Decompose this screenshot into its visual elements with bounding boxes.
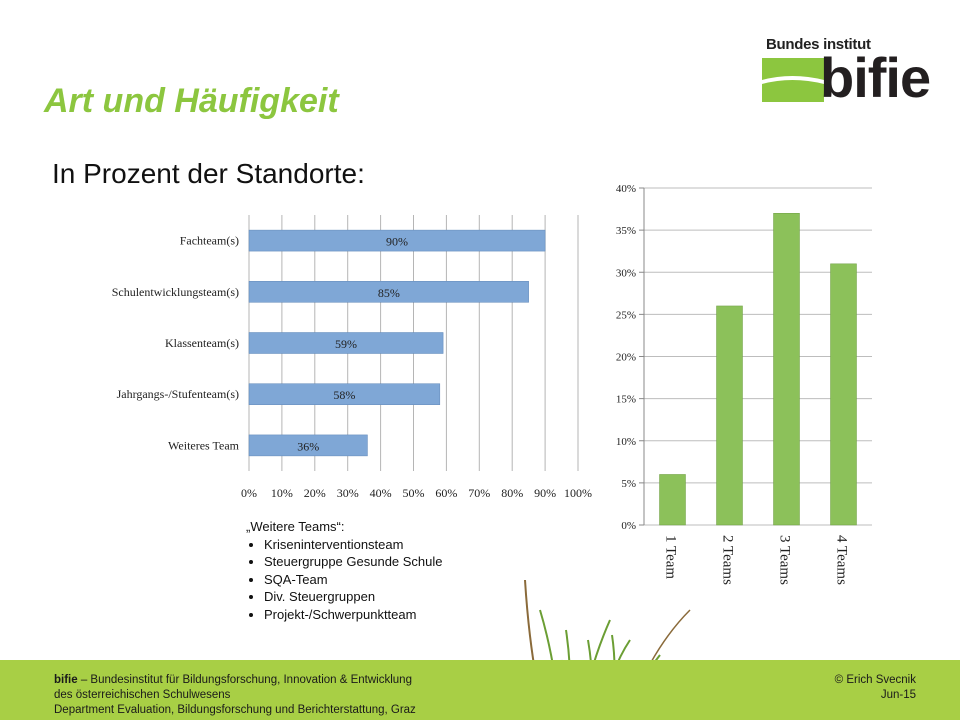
notes-item: Kriseninterventionsteam xyxy=(264,536,443,554)
bifie-logo: Bundes institut bifie xyxy=(762,36,937,114)
footer-line3: Department Evaluation, Bildungsforschung… xyxy=(54,704,416,716)
x-tick-label: 60% xyxy=(435,486,457,500)
footer-author: © Erich Svecnik xyxy=(834,674,916,686)
category-label: 3 Teams xyxy=(777,535,793,585)
y-tick-label: 0% xyxy=(621,520,636,532)
category-label: 4 Teams xyxy=(834,535,850,585)
notes-list: Kriseninterventionsteam Steuergruppe Ges… xyxy=(246,536,443,624)
x-tick-label: 40% xyxy=(370,486,392,500)
category-label: Weiteres Team xyxy=(168,438,240,452)
bar xyxy=(248,281,529,303)
x-tick-label: 10% xyxy=(271,486,293,500)
bar xyxy=(716,305,743,526)
bar xyxy=(248,229,546,252)
y-tick-label: 5% xyxy=(621,478,636,490)
x-tick-label: 0% xyxy=(241,486,257,500)
category-label: Fachteam(s) xyxy=(180,234,239,248)
further-teams-notes: „Weitere Teams“: Kriseninterventionsteam… xyxy=(246,518,443,623)
x-tick-label: 70% xyxy=(468,486,490,500)
footer-credits: © Erich Svecnik Jun-15 xyxy=(835,673,916,703)
footer-line1: – Bundesinstitut für Bildungsforschung, … xyxy=(77,674,412,686)
x-tick-label: 100% xyxy=(564,486,592,500)
bar xyxy=(248,434,368,457)
logo-top-text: Bundes institut xyxy=(766,36,871,53)
notes-item: Steuergruppe Gesunde Schule xyxy=(264,553,443,571)
y-tick-label: 20% xyxy=(616,352,636,364)
data-label: 58% xyxy=(333,388,355,402)
bar xyxy=(248,332,444,354)
x-tick-label: 30% xyxy=(337,486,359,500)
logo-mark-icon xyxy=(762,58,824,102)
bar xyxy=(830,263,857,526)
footer: bifie – Bundesinstitut für Bildungsforsc… xyxy=(0,660,960,720)
subtitle: In Prozent der Standorte: xyxy=(52,158,365,189)
notes-item: Projekt-/Schwerpunktteam xyxy=(264,606,443,624)
footer-brand: bifie xyxy=(54,674,78,686)
team-type-bar-chart: 0% 10% 20% 30% 40% 50% 60% 70% 80% 90% 100% Fachtea… xyxy=(112,215,592,500)
category-label: Schulentwicklungsteam(s) xyxy=(112,285,239,299)
y-tick-label: 40% xyxy=(616,183,636,195)
y-tick-label: 10% xyxy=(616,436,636,448)
x-tick-label: 20% xyxy=(304,486,326,500)
notes-item: SQA-Team xyxy=(264,571,443,589)
x-tick-label: 80% xyxy=(501,486,523,500)
y-tick-label: 15% xyxy=(616,394,636,406)
data-label: 36% xyxy=(297,439,319,453)
x-tick-label: 50% xyxy=(403,486,425,500)
team-count-bar-chart: 0% 5% 10% 15% 20% 25% 30% 35% 40% 1 Team 2 Teams 3 … xyxy=(616,183,872,585)
category-label: Jahrgangs-/Stufenteam(s) xyxy=(117,387,239,401)
slide-title: Art und Häufigkeit xyxy=(44,82,339,120)
bar xyxy=(248,383,441,405)
category-label: Klassenteam(s) xyxy=(165,336,239,350)
x-tick-label: 90% xyxy=(534,486,556,500)
y-tick-label: 25% xyxy=(616,309,636,321)
bar xyxy=(659,474,686,526)
category-label: 1 Team xyxy=(663,535,679,579)
footer-date: Jun-15 xyxy=(880,689,916,701)
bar xyxy=(773,213,800,526)
data-label: 85% xyxy=(378,286,400,300)
category-label: 2 Teams xyxy=(720,535,736,585)
notes-heading: „Weitere Teams“: xyxy=(246,519,345,534)
y-tick-label: 35% xyxy=(616,225,636,237)
y-tick-label: 30% xyxy=(616,267,636,279)
footer-institute: bifie – Bundesinstitut für Bildungsforsc… xyxy=(54,673,416,718)
data-label: 90% xyxy=(386,235,408,249)
data-label: 59% xyxy=(335,337,357,351)
footer-line2: des österreichischen Schulwesens xyxy=(54,689,231,701)
logo-word: bifie xyxy=(820,46,931,109)
notes-item: Div. Steuergruppen xyxy=(264,588,443,606)
